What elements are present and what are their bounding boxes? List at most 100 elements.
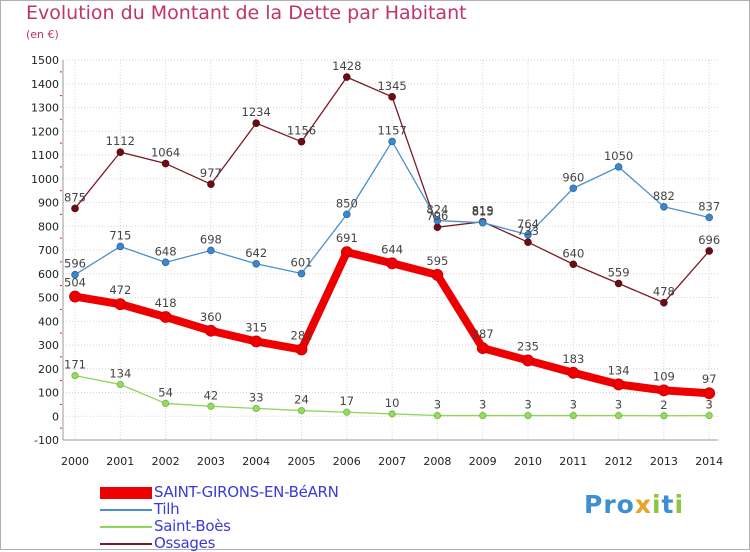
data-label-tilh: 850 <box>336 196 358 210</box>
data-point-saint-girons-en-b-arn <box>431 269 444 281</box>
data-point-ossages <box>433 223 442 232</box>
chart-unit-label: (en €) <box>26 28 59 41</box>
data-label-saint-bo-s: 3 <box>615 398 622 412</box>
data-point-saint-girons-en-b-arn <box>69 290 81 303</box>
data-point-ossages <box>705 247 713 255</box>
legend-swatch-saint-boes <box>100 518 152 535</box>
data-label-saint-girons-en-b-arn: 644 <box>381 242 403 256</box>
legend-label-saint-girons: SAINT-GIRONS-EN-BéARN <box>154 483 339 501</box>
data-label-tilh: 596 <box>64 257 86 271</box>
data-point-saint-girons-en-b-arn <box>295 343 308 356</box>
data-label-saint-girons-en-b-arn: 595 <box>426 254 448 268</box>
data-label-saint-girons-en-b-arn: 472 <box>109 283 131 297</box>
data-point-saint-bo-s <box>614 411 623 420</box>
data-label-tilh: 1050 <box>604 149 633 163</box>
legend-label-ossages: Ossages <box>154 534 216 552</box>
data-label-ossages: 1428 <box>332 59 361 73</box>
y-tick-label: 200 <box>38 363 59 376</box>
y-tick-label: 100 <box>38 387 59 400</box>
data-label-tilh: 601 <box>291 256 313 270</box>
x-tick-label: 2005 <box>288 455 316 468</box>
data-label-saint-bo-s: 10 <box>385 396 400 410</box>
y-tick-label: 500 <box>38 292 59 305</box>
data-point-saint-bo-s <box>252 404 260 413</box>
data-label-tilh: 648 <box>155 244 177 258</box>
legend-label-saint-boes: Saint-Boès <box>154 517 231 535</box>
data-point-tilh <box>660 202 668 211</box>
legend-item-ossages: Ossages <box>100 535 400 552</box>
axes: -100 0 100 200 300 400 500 600 700 800 900 1000 1100… <box>31 54 723 468</box>
data-point-saint-bo-s <box>297 406 306 415</box>
data-label-saint-bo-s: 42 <box>204 388 219 402</box>
legend-swatch-tilh <box>100 501 152 518</box>
y-tick-label: 1400 <box>31 78 59 91</box>
y-tick-label: 400 <box>38 315 59 328</box>
x-tick-label: 2014 <box>695 455 723 468</box>
data-label-tilh: 764 <box>517 217 539 231</box>
data-point-saint-bo-s <box>116 380 124 389</box>
data-label-ossages: 1156 <box>287 124 316 138</box>
data-label-ossages: 1112 <box>106 134 135 148</box>
x-tick-label: 2000 <box>61 455 89 468</box>
data-point-saint-bo-s <box>388 410 396 418</box>
data-label-tilh: 824 <box>426 203 448 217</box>
data-point-saint-girons-en-b-arn <box>386 257 399 270</box>
data-label-tilh: 815 <box>472 205 494 219</box>
data-label-ossages: 478 <box>653 285 675 299</box>
data-label-saint-girons-en-b-arn: 109 <box>653 369 675 383</box>
data-label-saint-girons-en-b-arn: 183 <box>562 352 584 366</box>
data-point-ossages <box>161 159 170 168</box>
data-label-ossages: 696 <box>698 233 720 247</box>
data-label-tilh: 960 <box>562 170 584 184</box>
data-point-saint-girons-en-b-arn <box>204 324 217 337</box>
y-tick-label: 1500 <box>31 54 59 67</box>
data-label-saint-girons-en-b-arn: 418 <box>155 296 177 310</box>
data-label-saint-girons-en-b-arn: 504 <box>64 276 86 290</box>
legend-item-saint-boes: Saint-Boès <box>100 518 400 535</box>
data-label-saint-bo-s: 3 <box>434 398 441 412</box>
y-tick-label: 1100 <box>31 149 59 162</box>
data-point-saint-girons-en-b-arn <box>250 335 263 348</box>
data-point-tilh <box>252 259 261 268</box>
data-label-ossages: 796 <box>426 209 448 223</box>
data-point-tilh <box>705 213 713 222</box>
legend-swatch-ossages <box>100 535 152 552</box>
data-point-saint-bo-s <box>569 411 577 420</box>
data-point-saint-girons-en-b-arn <box>522 354 534 367</box>
data-label-saint-bo-s: 54 <box>158 385 173 399</box>
x-tick-label: 2012 <box>605 455 633 468</box>
proxiti-logo: Proxiti <box>584 490 685 519</box>
y-tick-label: 800 <box>38 220 59 233</box>
data-label-tilh: 837 <box>698 199 720 213</box>
data-label-saint-girons-en-b-arn: 360 <box>200 310 222 324</box>
data-point-ossages <box>297 137 306 146</box>
data-point-saint-bo-s <box>71 372 79 380</box>
data-point-ossages <box>207 180 215 189</box>
y-tick-label: 300 <box>38 339 59 352</box>
x-tick-label: 2011 <box>559 455 587 468</box>
grid <box>63 59 718 441</box>
data-point-saint-bo-s <box>705 411 713 420</box>
data-point-saint-bo-s <box>207 402 215 410</box>
x-tick-label: 2002 <box>152 455 180 468</box>
data-point-tilh <box>614 163 623 171</box>
data-point-ossages <box>252 119 261 127</box>
data-point-saint-girons-en-b-arn <box>159 311 172 323</box>
legend: SAINT-GIRONS-EN-BéARN Tilh Saint-Boès Os… <box>100 484 400 552</box>
data-label-ossages: 1064 <box>151 146 180 160</box>
data-point-saint-girons-en-b-arn <box>703 387 716 400</box>
data-point-ossages <box>342 73 351 81</box>
data-label-saint-bo-s: 17 <box>339 394 354 408</box>
y-tick-label: -100 <box>34 434 59 447</box>
data-label-tilh: 715 <box>109 228 131 242</box>
legend-item-saint-girons: SAINT-GIRONS-EN-BéARN <box>100 484 400 501</box>
y-tick-label: 700 <box>38 244 59 257</box>
data-point-tilh <box>116 242 125 251</box>
data-point-saint-bo-s <box>162 399 170 408</box>
series-lines <box>69 73 716 420</box>
data-label-saint-girons-en-b-arn: 97 <box>702 372 717 386</box>
data-point-tilh <box>161 258 170 267</box>
y-tick-label: 600 <box>38 268 59 281</box>
data-label-ossages: 640 <box>562 246 584 260</box>
